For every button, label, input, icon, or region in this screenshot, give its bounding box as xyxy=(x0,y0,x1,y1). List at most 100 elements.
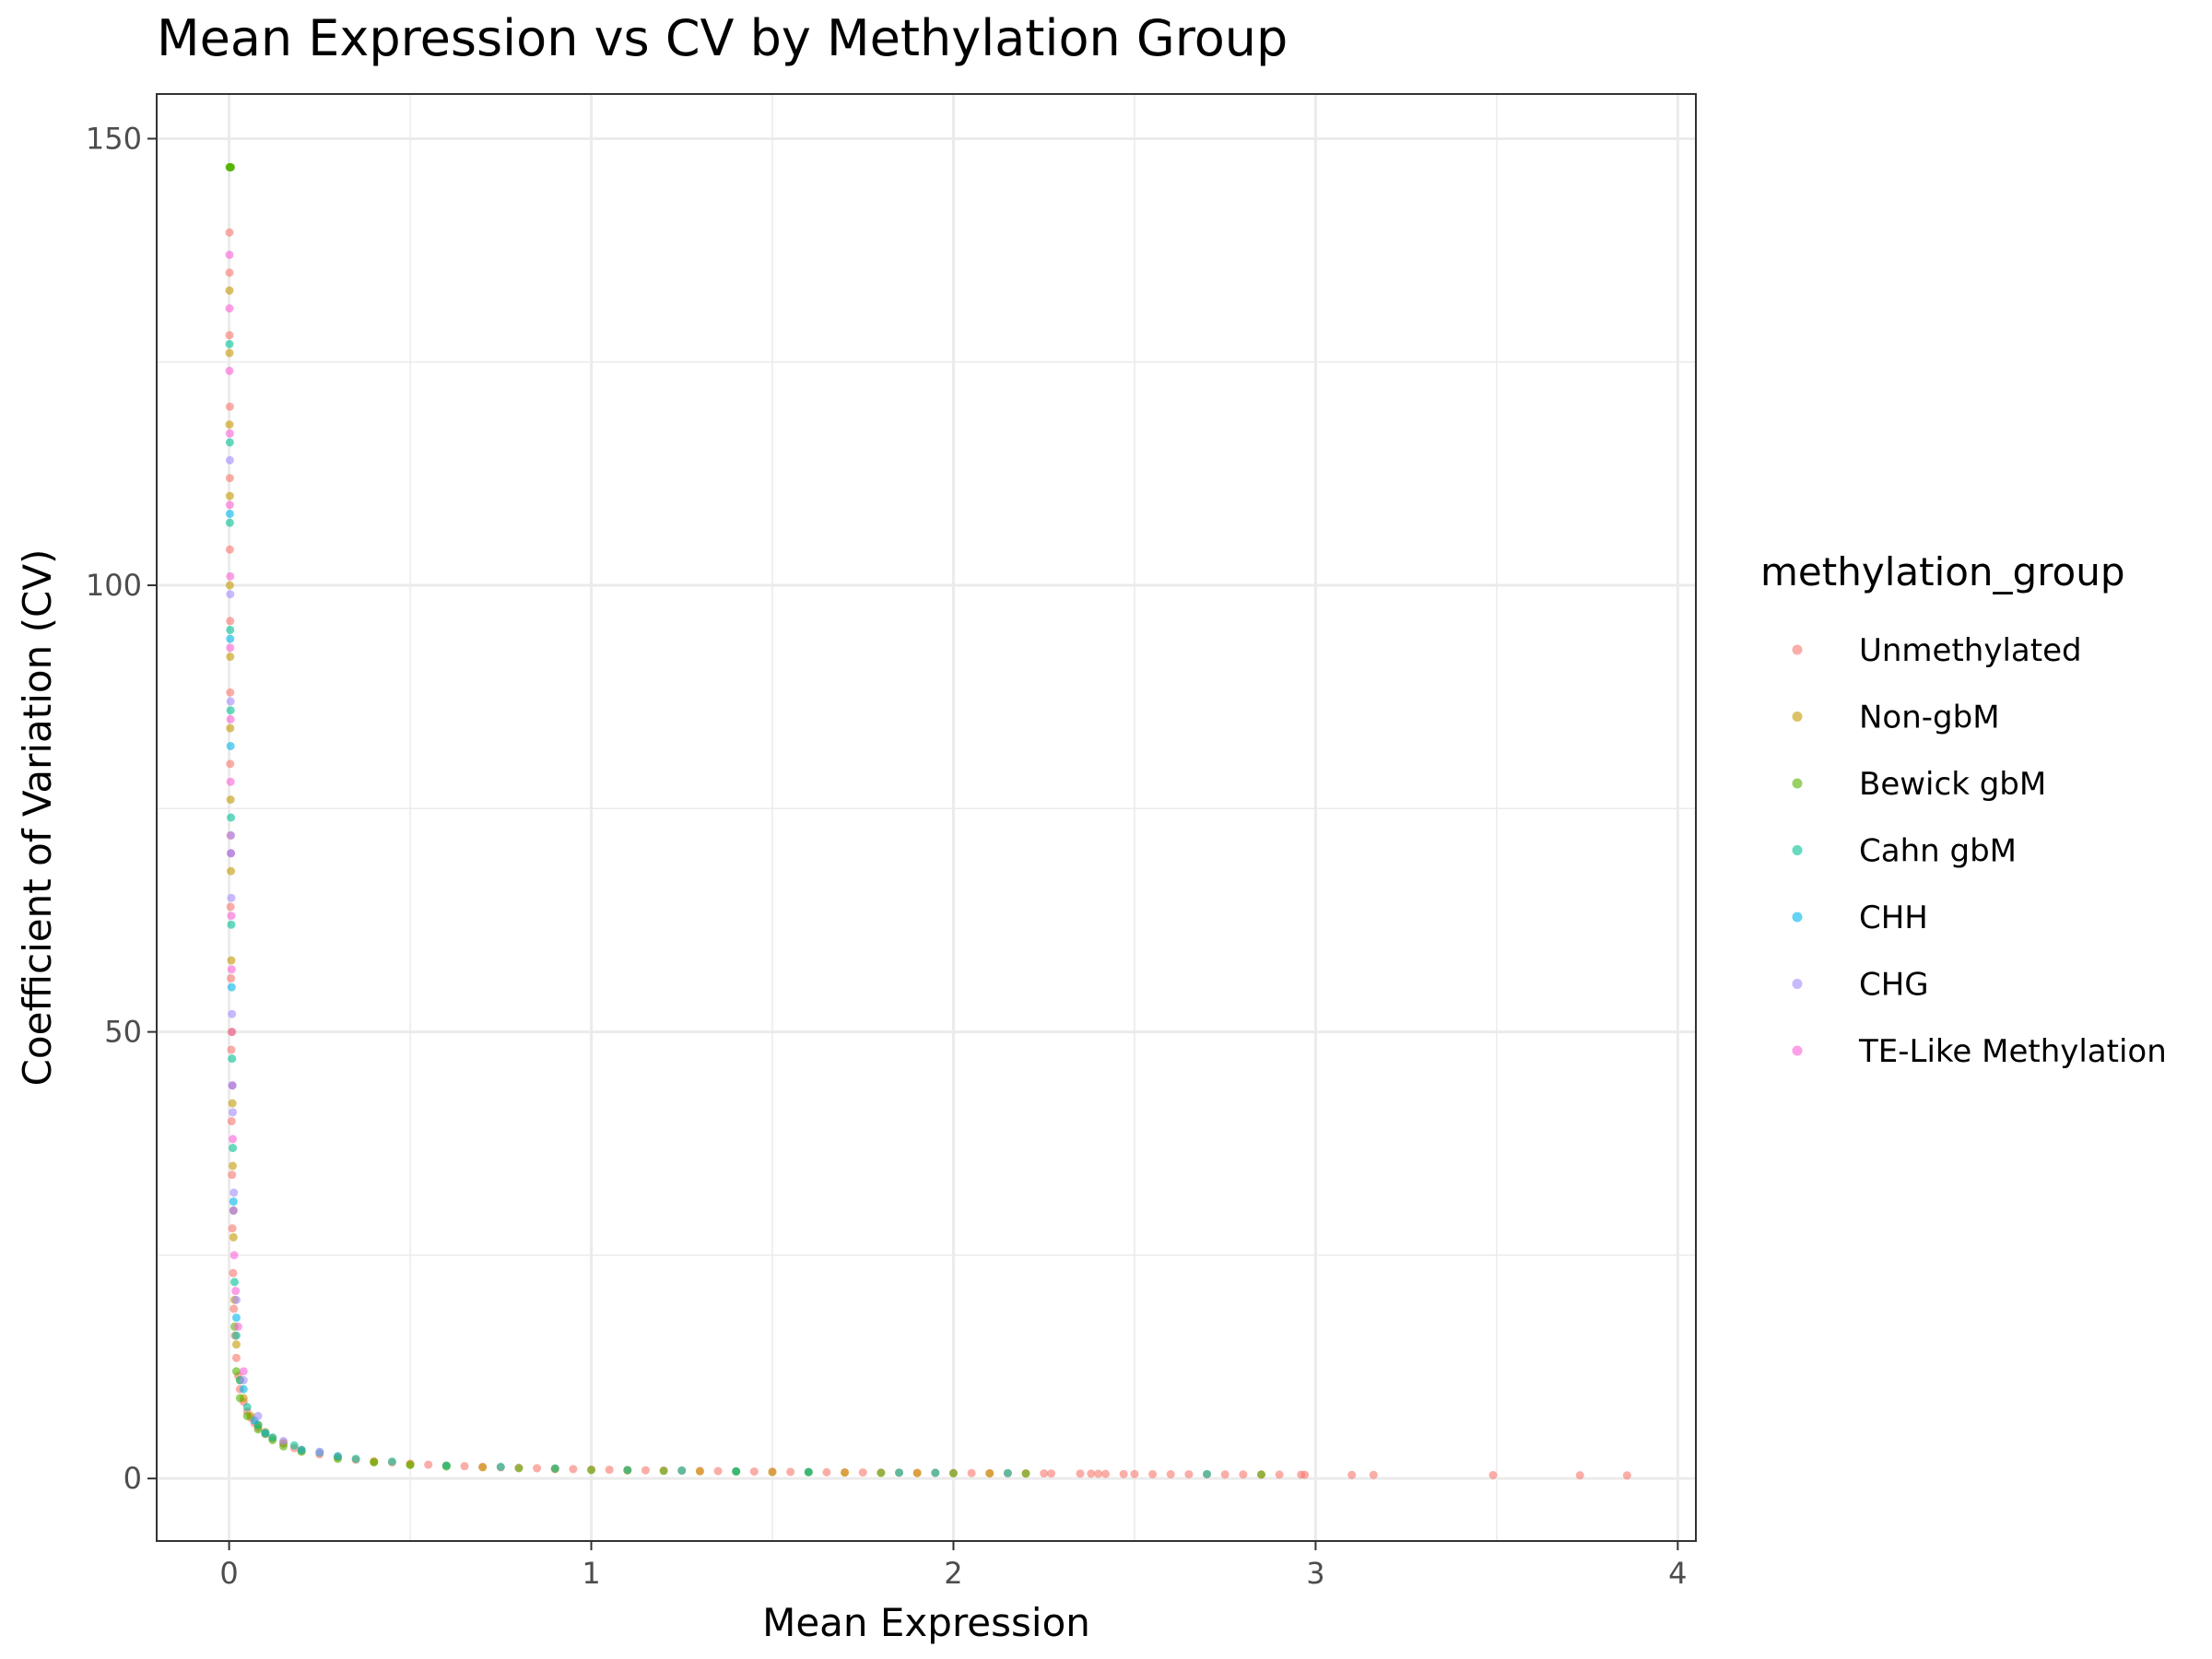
data-point xyxy=(231,1340,241,1349)
data-point xyxy=(231,1313,241,1323)
plot-panel xyxy=(157,94,1696,1541)
data-point xyxy=(985,1469,994,1478)
data-point xyxy=(786,1467,795,1477)
legend: Unmethylated Non-gbM Bewick gbM Cahn gbM CHH… xyxy=(1792,632,2167,1070)
data-point xyxy=(229,1251,239,1260)
legend-label: Cahn gbM xyxy=(1859,833,2017,870)
grid-lines xyxy=(157,94,1696,1541)
data-point xyxy=(605,1465,614,1475)
data-point xyxy=(226,724,235,733)
plot-border xyxy=(156,93,1697,1542)
data-point xyxy=(239,1384,248,1394)
data-point xyxy=(1047,1469,1056,1478)
data-point xyxy=(227,982,236,992)
data-point xyxy=(297,1445,306,1454)
data-point xyxy=(239,1367,248,1376)
data-point xyxy=(858,1468,867,1477)
data-point xyxy=(912,1468,922,1477)
data-point xyxy=(226,617,235,626)
data-point xyxy=(677,1465,687,1475)
data-point xyxy=(713,1466,723,1476)
data-point xyxy=(229,1135,238,1144)
data-point xyxy=(623,1465,632,1475)
legend-key xyxy=(1792,778,1803,789)
data-point xyxy=(1076,1469,1085,1478)
data-point xyxy=(239,1376,248,1385)
data-point xyxy=(228,1009,237,1018)
data-point xyxy=(227,973,236,982)
data-point xyxy=(228,1224,237,1233)
data-point xyxy=(225,491,234,500)
data-point xyxy=(1347,1470,1357,1479)
x-tick-label: 4 xyxy=(1668,1556,1687,1591)
x-tick-label: 2 xyxy=(944,1556,962,1591)
data-point xyxy=(225,429,234,438)
data-point xyxy=(225,474,234,483)
data-point xyxy=(231,1295,241,1304)
data-point xyxy=(279,1436,288,1445)
data-point xyxy=(226,697,235,706)
data-point xyxy=(550,1464,559,1473)
data-point xyxy=(1622,1471,1631,1480)
data-point xyxy=(231,1287,241,1296)
legend-label: Non-gbM xyxy=(1859,700,2000,736)
legend-label: CHH xyxy=(1859,900,1928,936)
data-point xyxy=(225,250,234,259)
data-point xyxy=(261,1429,270,1438)
data-point xyxy=(967,1468,976,1477)
data-point xyxy=(333,1452,342,1461)
data-point xyxy=(226,688,235,697)
data-point xyxy=(228,1054,237,1064)
data-point xyxy=(478,1463,488,1472)
data-point xyxy=(227,965,236,974)
y-axis-title: Coefficient of Variation (CV) xyxy=(15,549,60,1087)
data-point xyxy=(235,1394,244,1403)
data-point xyxy=(1087,1469,1096,1478)
data-point xyxy=(228,1099,237,1108)
data-point xyxy=(406,1461,415,1470)
data-point xyxy=(226,590,235,599)
data-point xyxy=(231,1353,241,1362)
data-point xyxy=(242,1411,252,1420)
data-point xyxy=(229,1232,238,1241)
data-point xyxy=(895,1468,904,1477)
data-point xyxy=(231,1367,241,1376)
data-point xyxy=(1488,1470,1498,1479)
data-point xyxy=(641,1465,650,1475)
data-point xyxy=(659,1466,668,1476)
data-point xyxy=(225,455,234,465)
data-point xyxy=(695,1466,704,1476)
data-point xyxy=(242,1403,252,1412)
data-point xyxy=(732,1466,741,1476)
data-point xyxy=(225,366,234,375)
data-point xyxy=(1003,1468,1012,1477)
data-point xyxy=(229,1277,239,1287)
data-point xyxy=(441,1461,451,1470)
data-point xyxy=(514,1464,524,1473)
legend-key xyxy=(1792,912,1803,923)
legend-key xyxy=(1792,845,1803,855)
data-point xyxy=(226,653,235,662)
data-point xyxy=(229,1161,238,1171)
data-point xyxy=(253,1411,263,1420)
data-point xyxy=(1203,1469,1212,1478)
data-point xyxy=(225,286,234,295)
data-point xyxy=(227,912,236,921)
data-point xyxy=(822,1467,831,1477)
data-point xyxy=(225,518,234,527)
data-point xyxy=(370,1458,379,1467)
data-points xyxy=(225,162,1631,1480)
legend-key xyxy=(1792,979,1803,989)
data-point xyxy=(225,500,234,510)
data-point xyxy=(877,1468,886,1477)
data-point xyxy=(233,1322,242,1331)
data-point xyxy=(231,1331,241,1340)
legend-title: methylation_group xyxy=(1760,549,2125,594)
data-point xyxy=(1148,1470,1158,1479)
y-tick-label: 50 xyxy=(104,1015,142,1050)
data-point xyxy=(229,1197,238,1206)
data-point xyxy=(749,1467,759,1477)
data-point xyxy=(1184,1470,1194,1479)
data-point xyxy=(226,741,235,750)
